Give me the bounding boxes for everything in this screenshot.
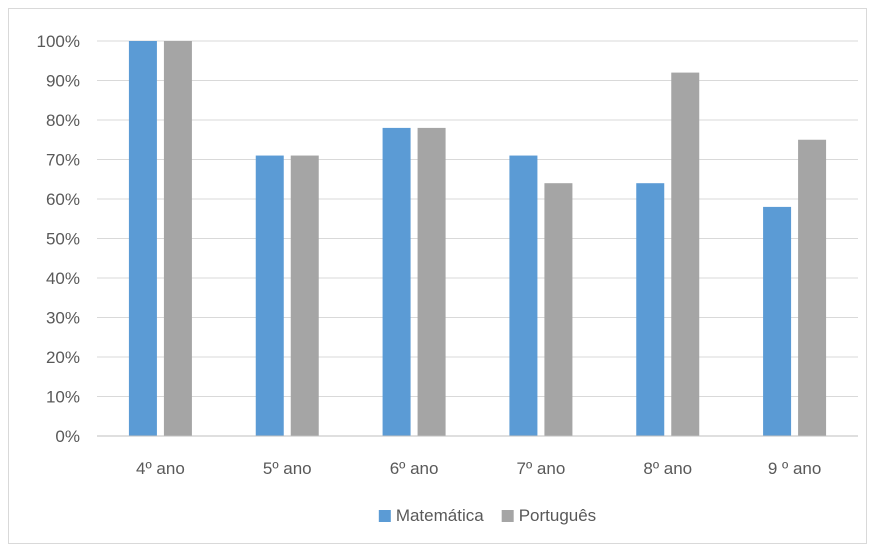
legend-entry: Português [501,506,597,525]
legend-entry: Matemática [378,506,484,525]
y-tick-label: 40% [46,269,80,288]
bar-portugues [544,183,573,436]
legend-label: Português [519,506,597,525]
bar-matematica [128,41,157,436]
x-tick-label: 7º ano [517,459,566,478]
x-tick-label: 9 º ano [768,459,821,478]
legend-label: Matemática [396,506,484,525]
y-tick-label: 100% [37,32,80,51]
bar-matematica [509,155,538,437]
y-tick-label: 60% [46,190,80,209]
bar-matematica [636,183,665,436]
bar-portugues [798,139,827,436]
gridlines [97,40,858,397]
legend-swatch [501,510,514,522]
legend: Matemática Português [378,506,597,525]
bar-matematica [382,127,411,437]
bar-matematica [763,206,792,436]
y-tick-label: 50% [46,230,80,249]
x-tick-label: 5º ano [263,459,312,478]
y-tick-label: 20% [46,348,80,367]
bars [128,41,827,437]
x-tick-label: 4º ano [136,459,185,478]
legend-swatch [378,510,391,522]
bar-matematica [255,155,284,437]
legend-items: Matemática Português [378,506,597,525]
axes: 0% 10% 20% 30% 40% 50% 60% 70% 80% 90% 100% 4º ano 5… [37,32,858,478]
y-tick-label: 90% [46,72,80,91]
x-tick-label: 8º ano [643,459,692,478]
y-tick-label: 80% [46,111,80,130]
y-tick-label: 30% [46,309,80,328]
y-tick-label: 70% [46,151,80,170]
bar-portugues [671,72,700,436]
y-tick-label: 0% [55,427,80,446]
x-tick-label: 6º ano [390,459,439,478]
y-tick-label: 10% [46,388,80,407]
bar-portugues [163,41,192,436]
bar-portugues [417,127,446,437]
bar-portugues [290,155,319,437]
